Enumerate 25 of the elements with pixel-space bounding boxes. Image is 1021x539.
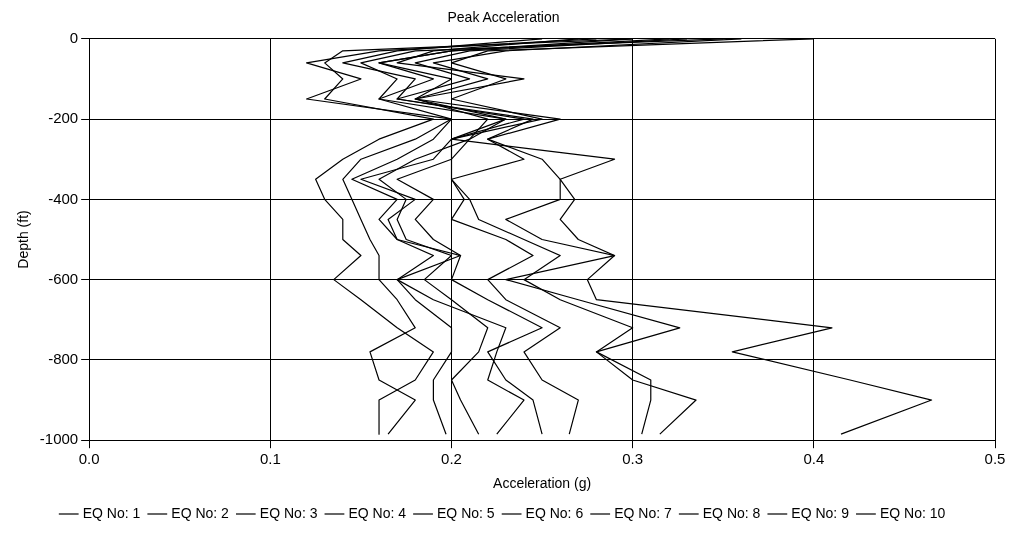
x-tick-label: 0.2	[441, 450, 462, 468]
legend-label: EQ No: 2	[171, 504, 230, 521]
y-tick-label: -800	[48, 350, 79, 368]
x-axis-title: Acceleration (g)	[493, 475, 592, 492]
legend-label: EQ No: 8	[702, 504, 761, 521]
y-tick-label: -600	[48, 269, 79, 287]
x-tick-label: 0.4	[803, 450, 825, 468]
y-axis-title: Depth (ft)	[15, 210, 32, 269]
y-tick-label: -400	[48, 189, 79, 207]
legend-label: EQ No: 6	[525, 504, 584, 521]
x-tick-label: 0.1	[259, 450, 281, 468]
legend-label: EQ No: 4	[348, 504, 407, 521]
x-tick-label: 0.3	[622, 450, 644, 468]
legend-label: EQ No: 7	[614, 504, 672, 521]
legend-label: EQ No: 3	[259, 504, 318, 521]
y-tick-label: -1000	[39, 430, 79, 448]
legend-label: EQ No: 10	[879, 504, 946, 521]
y-tick-label: 0	[69, 28, 79, 46]
x-tick-label: 0.0	[78, 450, 100, 468]
legend-label: EQ No: 5	[437, 504, 495, 521]
x-tick-label: 0.5	[984, 450, 1006, 468]
chart-title: Peak Acceleration	[447, 9, 560, 26]
legend-label: EQ No: 1	[82, 504, 141, 521]
legend-label: EQ No: 9	[791, 504, 850, 521]
y-tick-label: -200	[48, 109, 79, 127]
